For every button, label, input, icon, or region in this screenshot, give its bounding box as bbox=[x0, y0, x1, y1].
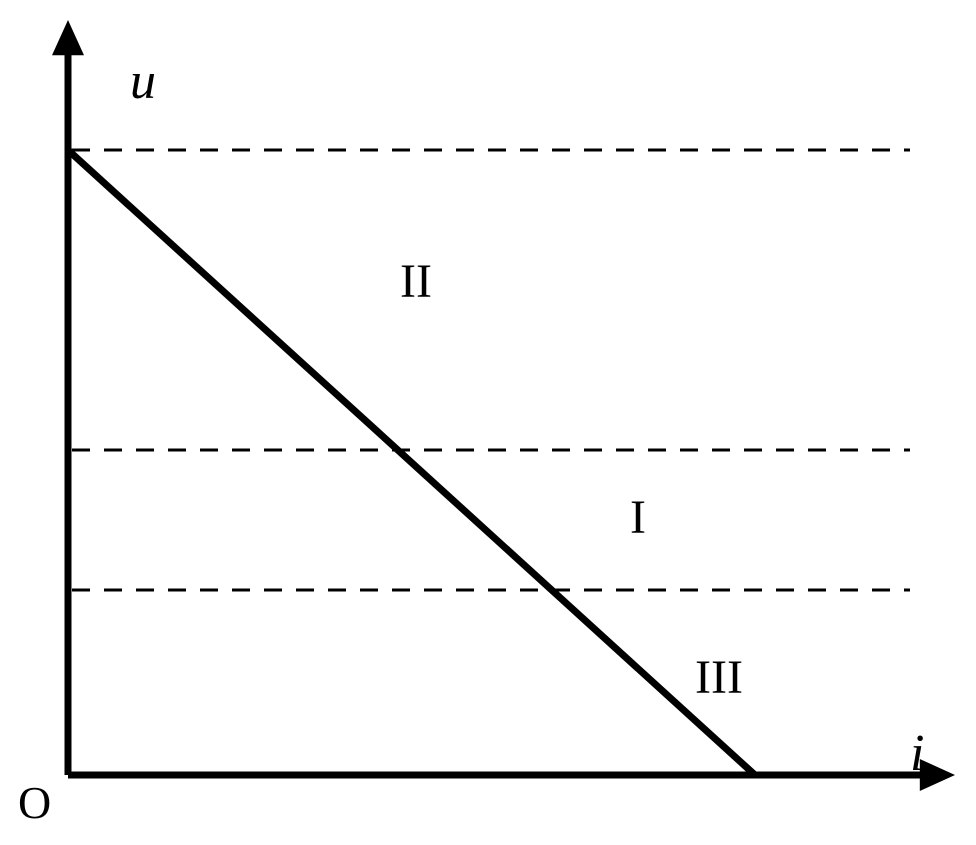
dashed-lines bbox=[72, 150, 910, 590]
y-axis bbox=[52, 20, 84, 775]
origin-label: O bbox=[18, 776, 51, 829]
x-axis bbox=[68, 759, 955, 791]
region-label-2: II bbox=[400, 254, 432, 309]
region-label-1: I bbox=[630, 490, 646, 545]
diagram-svg bbox=[0, 0, 976, 845]
characteristic-line bbox=[68, 150, 755, 775]
physics-diagram: u i O II I III bbox=[0, 0, 976, 845]
x-axis-label: i bbox=[910, 724, 924, 783]
y-axis-label: u bbox=[130, 52, 156, 111]
region-label-3: III bbox=[695, 650, 743, 705]
